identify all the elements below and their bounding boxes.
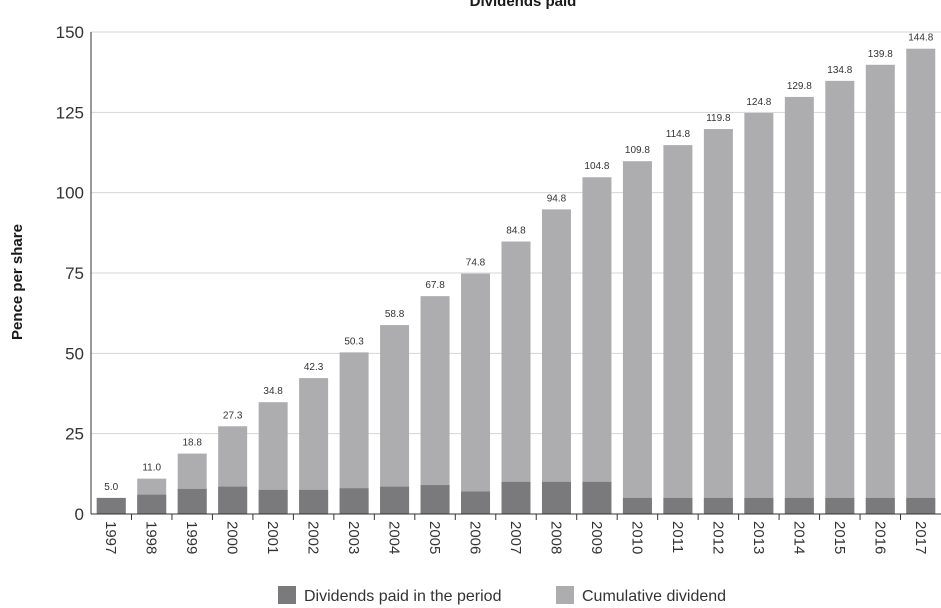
data-label-2010: 109.8 — [625, 145, 650, 156]
bar-period-2003 — [339, 488, 369, 514]
data-label-2013: 124.8 — [746, 97, 771, 108]
x-tick-label-2007: 2007 — [507, 521, 524, 554]
bar-period-2005 — [420, 485, 450, 514]
data-label-2007: 84.8 — [506, 226, 526, 237]
data-label-2016: 139.8 — [868, 49, 893, 60]
legend-swatch-cumulative — [556, 586, 574, 604]
bar-period-1999 — [177, 488, 207, 514]
data-label-2015: 134.8 — [827, 65, 852, 76]
bar-period-2014 — [784, 497, 814, 514]
bar-cumulative-2013 — [744, 112, 774, 514]
bar-period-1997 — [96, 497, 126, 514]
x-tick-label-2003: 2003 — [345, 521, 362, 554]
x-tick-label-2000: 2000 — [224, 521, 241, 554]
x-tick-label-2004: 2004 — [386, 521, 403, 554]
bar-period-2004 — [380, 486, 410, 514]
bar-period-1998 — [137, 494, 167, 514]
data-label-1997: 5.0 — [104, 482, 118, 493]
x-tick-label-2017: 2017 — [912, 521, 929, 554]
y-tick-label-125: 125 — [56, 103, 84, 122]
bar-period-2002 — [299, 489, 329, 514]
data-label-2009: 104.8 — [584, 161, 609, 172]
y-tick-label-100: 100 — [56, 184, 84, 203]
axes: 0 25 50 75 100 125 150 1997 1998 1999 2000 2001 2002… — [56, 23, 941, 554]
data-label-2000: 27.3 — [223, 410, 243, 421]
bar-cumulative-2003 — [339, 352, 369, 514]
bar-cumulative-2007 — [501, 241, 531, 514]
data-label-1998: 11.0 — [142, 463, 161, 474]
bar-cumulative-2016 — [865, 64, 895, 514]
bar-period-2006 — [461, 491, 491, 514]
data-label-2006: 74.8 — [466, 258, 486, 269]
bars — [96, 48, 936, 515]
x-tick-label-2014: 2014 — [790, 521, 807, 554]
bar-period-2017 — [906, 497, 936, 514]
bar-cumulative-2006 — [461, 273, 491, 514]
bar-period-2001 — [258, 489, 288, 514]
bar-cumulative-2005 — [420, 296, 450, 514]
bar-cumulative-2004 — [380, 325, 410, 514]
bar-period-2010 — [622, 497, 652, 514]
x-tick-label-1999: 1999 — [183, 521, 200, 554]
y-tick-label-150: 150 — [56, 23, 84, 42]
x-tick-label-2006: 2006 — [467, 521, 484, 554]
data-label-2017: 144.8 — [908, 33, 933, 44]
x-tick-label-2016: 2016 — [871, 521, 888, 554]
bar-period-2009 — [582, 481, 612, 514]
bar-period-2015 — [825, 497, 855, 514]
legend-label-cumulative: Cumulative dividend — [582, 588, 726, 605]
x-tick-label-2012: 2012 — [709, 521, 726, 554]
y-axis-label: Pence per share — [9, 224, 26, 340]
bar-period-2016 — [865, 497, 895, 514]
bar-period-2013 — [744, 497, 774, 514]
bar-period-2008 — [541, 481, 571, 514]
bar-period-2011 — [663, 497, 693, 514]
data-label-2011: 114.8 — [666, 129, 691, 140]
bar-period-2000 — [218, 486, 248, 514]
x-tick-label-2008: 2008 — [547, 521, 564, 554]
legend-label-period: Dividends paid in the period — [304, 588, 501, 605]
data-label-1999: 18.8 — [182, 438, 202, 449]
bar-period-2007 — [501, 481, 531, 514]
data-label-2004: 58.8 — [385, 309, 405, 320]
legend: Dividends paid in the period Cumulative d… — [278, 586, 726, 605]
x-tick-label-2009: 2009 — [588, 521, 605, 554]
x-tick-label-2013: 2013 — [750, 521, 767, 554]
x-tick-label-2011: 2011 — [669, 521, 686, 553]
x-tick-label-2015: 2015 — [831, 521, 848, 554]
bar-cumulative-2014 — [784, 96, 814, 514]
x-tick-label-2001: 2001 — [264, 521, 281, 554]
y-tick-label-25: 25 — [65, 425, 84, 444]
bar-period-2012 — [703, 497, 733, 514]
y-tick-label-75: 75 — [65, 264, 84, 283]
data-labels: 5.0 11.0 18.8 27.3 34.8 42.3 50.3 58.8 67.8 74.8 8… — [104, 33, 933, 493]
bar-cumulative-2011 — [663, 145, 693, 515]
bar-cumulative-2017 — [906, 48, 936, 515]
bar-cumulative-2009 — [582, 177, 612, 514]
bar-cumulative-2008 — [541, 209, 571, 514]
x-tick-label-2002: 2002 — [305, 521, 322, 554]
y-tick-label-0: 0 — [75, 505, 84, 524]
data-label-2003: 50.3 — [344, 336, 364, 347]
bar-cumulative-2015 — [825, 80, 855, 515]
bar-cumulative-2010 — [622, 161, 652, 514]
data-label-2014: 129.8 — [787, 81, 812, 92]
data-label-2005: 67.8 — [425, 280, 445, 291]
x-tick-label-1997: 1997 — [102, 521, 119, 554]
data-label-2001: 34.8 — [263, 386, 283, 397]
data-label-2012: 119.8 — [706, 113, 731, 124]
y-tick-label-50: 50 — [65, 344, 84, 363]
data-label-2008: 94.8 — [547, 193, 567, 204]
x-tick-label-2010: 2010 — [628, 521, 645, 554]
legend-swatch-period — [278, 586, 296, 604]
x-tick-label-2005: 2005 — [426, 521, 443, 554]
chart-title: Dividends paid — [470, 0, 577, 10]
x-tick-label-1998: 1998 — [143, 521, 160, 554]
bar-cumulative-2012 — [703, 129, 733, 514]
data-label-2002: 42.3 — [304, 362, 324, 373]
